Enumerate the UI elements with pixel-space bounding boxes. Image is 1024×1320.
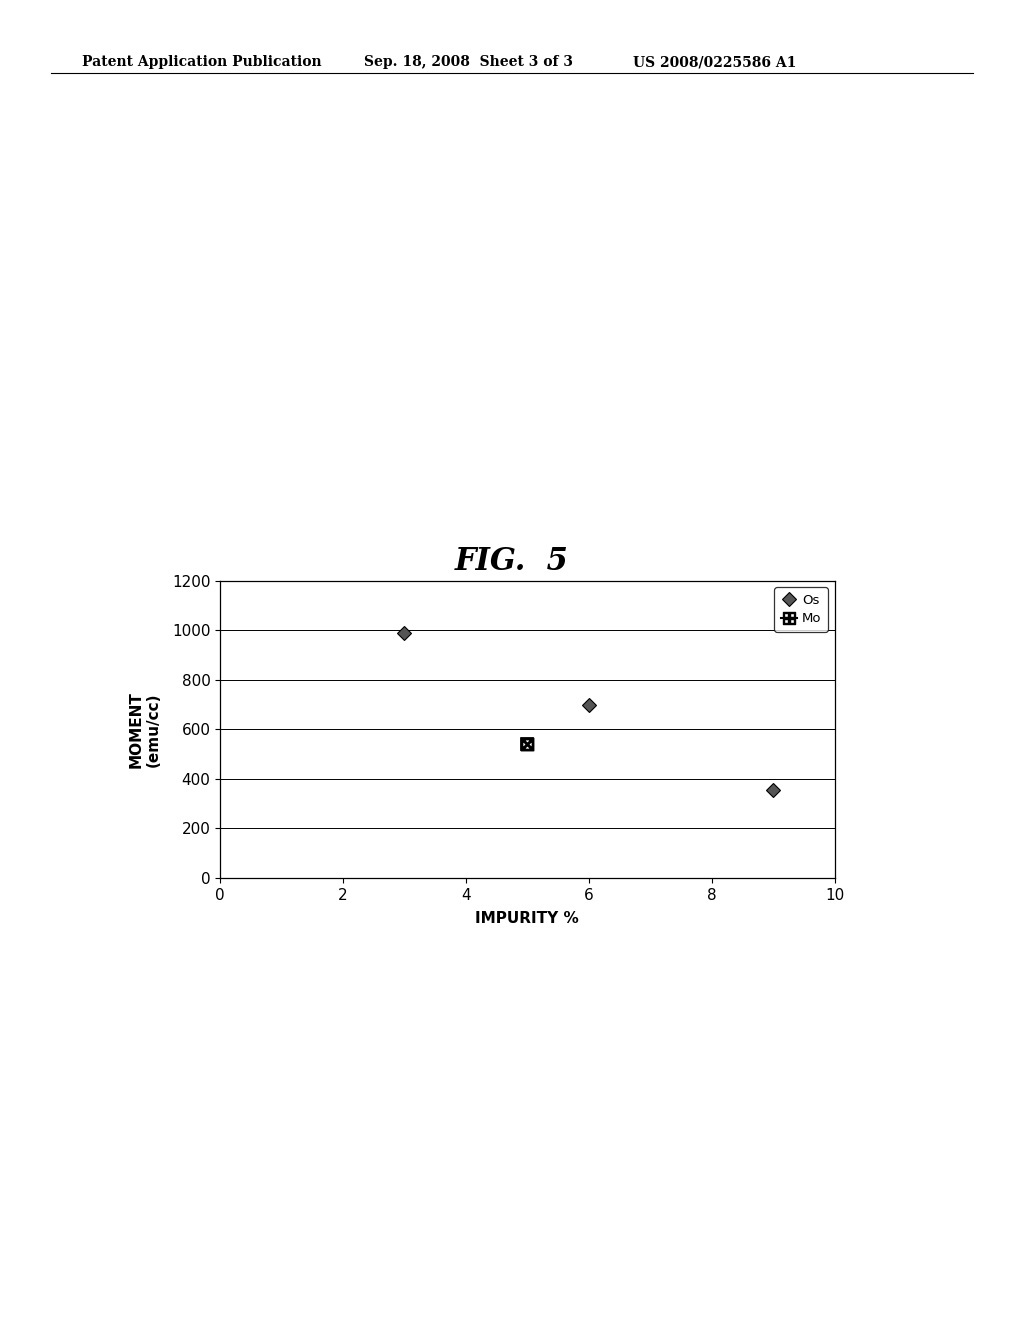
Text: FIG.  5: FIG. 5 [455,545,569,577]
Y-axis label: MOMENT
(emu/cc): MOMENT (emu/cc) [128,690,161,768]
Legend: Os, Mo: Os, Mo [774,587,828,632]
Text: Patent Application Publication: Patent Application Publication [82,55,322,70]
Text: US 2008/0225586 A1: US 2008/0225586 A1 [633,55,797,70]
Text: Sep. 18, 2008  Sheet 3 of 3: Sep. 18, 2008 Sheet 3 of 3 [364,55,572,70]
X-axis label: IMPURITY %: IMPURITY % [475,911,580,925]
